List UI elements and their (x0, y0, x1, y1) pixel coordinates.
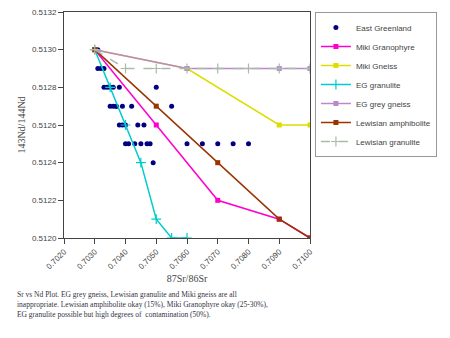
svg-text:East Greenland: East Greenland (356, 24, 412, 33)
svg-text:0.7030: 0.7030 (75, 247, 99, 271)
svg-text:0.7020: 0.7020 (45, 247, 69, 271)
svg-text:Lewisian granulite: Lewisian granulite (356, 138, 421, 147)
svg-text:0.7100: 0.7100 (291, 247, 315, 271)
svg-text:0.7070: 0.7070 (198, 247, 222, 271)
svg-text:0.7080: 0.7080 (229, 247, 253, 271)
svg-text:EG grey gneiss: EG grey gneiss (356, 100, 411, 109)
svg-text:0.5130: 0.5130 (32, 45, 57, 54)
svg-text:Lewisian amphibolite: Lewisian amphibolite (356, 119, 431, 128)
svg-text:0.5124: 0.5124 (32, 158, 57, 167)
svg-text:Miki Granophyre: Miki Granophyre (356, 43, 415, 52)
svg-text:0.5122: 0.5122 (32, 196, 57, 205)
svg-text:0.7060: 0.7060 (168, 247, 192, 271)
svg-text:0.5120: 0.5120 (32, 234, 57, 243)
svg-text:0.5126: 0.5126 (32, 121, 57, 130)
svg-text:143Nd/144Nd: 143Nd/144Nd (16, 96, 27, 153)
svg-text:0.7050: 0.7050 (137, 247, 161, 271)
svg-text:Miki Gneiss: Miki Gneiss (356, 62, 397, 71)
svg-text:Sr vs Nd Plot. EG grey gneiss,: Sr vs Nd Plot. EG grey gneiss, Lewisian … (17, 290, 268, 319)
svg-text:0.7040: 0.7040 (106, 247, 130, 271)
svg-text:0.5128: 0.5128 (32, 83, 57, 92)
svg-text:0.5132: 0.5132 (32, 8, 57, 17)
svg-text:EG granulite: EG granulite (356, 81, 401, 90)
svg-text:87Sr/86Sr: 87Sr/86Sr (167, 273, 208, 284)
svg-text:0.7090: 0.7090 (260, 247, 284, 271)
